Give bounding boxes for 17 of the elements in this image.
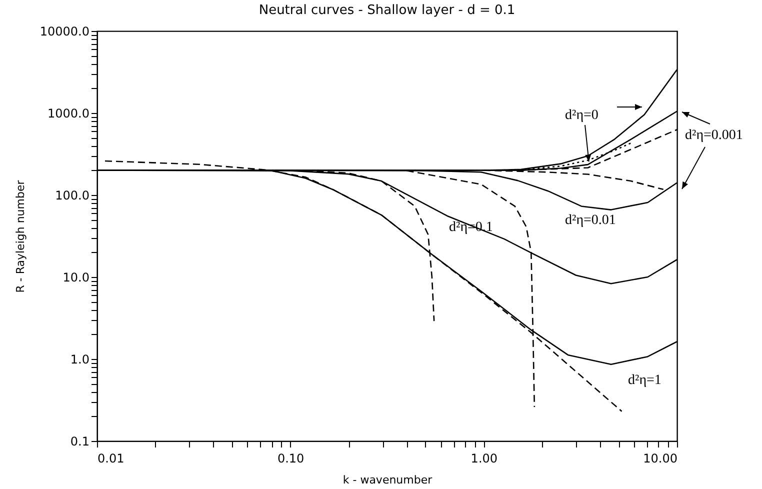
y-tick-label: 10000.0	[40, 24, 90, 38]
y-tick-label: 100.0	[55, 188, 90, 202]
y-tick-label: 10.0	[62, 270, 90, 284]
x-axis-title: k - wavenumber	[342, 474, 433, 486]
y-tick-label: 1.0	[70, 352, 90, 366]
y-tick-label: 1000.0	[48, 106, 90, 120]
annotation: d²η=0	[565, 108, 598, 123]
annotation: d²η=0.01	[565, 213, 616, 228]
x-tick-label: 0.01	[98, 452, 124, 466]
y-tick-label: 0.1	[70, 434, 90, 448]
text: d²η=0.001	[685, 128, 743, 143]
annotation: d²η=1	[628, 373, 662, 388]
x-tick-label: 0.10	[277, 452, 304, 466]
y-axis-title: R - Rayleigh number	[14, 180, 27, 293]
x-tick-label: 1.00	[470, 452, 498, 466]
x-tick-label: 10.00	[643, 452, 678, 466]
chart-title: Neutral curves - Shallow layer - d = 0.1	[258, 3, 516, 18]
